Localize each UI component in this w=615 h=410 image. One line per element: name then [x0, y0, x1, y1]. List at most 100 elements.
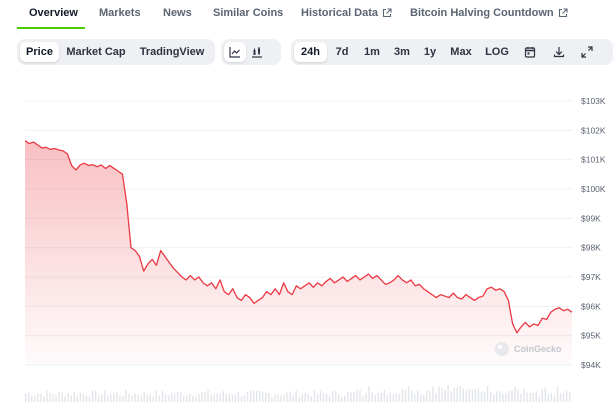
fullscreen-button[interactable] [573, 42, 601, 62]
volume-bar [417, 390, 419, 402]
range-24h-button[interactable]: 24h [294, 42, 327, 62]
volume-bar [31, 396, 33, 402]
volume-bar [143, 391, 145, 402]
volume-bar [234, 395, 237, 402]
volume-bar [88, 396, 91, 402]
candlestick-button[interactable] [246, 42, 268, 62]
volume-bar [28, 393, 30, 402]
volume-bar [492, 394, 495, 402]
volume-bar [556, 386, 559, 402]
volume-bar [514, 387, 516, 402]
volume-bar [420, 395, 422, 402]
volume-bar [97, 396, 100, 402]
volume-bar [173, 394, 176, 402]
tab-markets[interactable]: Markets [99, 7, 141, 19]
volume-bar [407, 386, 410, 402]
volume-bar [164, 393, 167, 402]
y-tick-label: $96K [581, 301, 601, 311]
volume-bar [195, 396, 197, 402]
volume-bar [526, 392, 528, 402]
volume-bar [158, 395, 161, 402]
volume-bar [183, 396, 185, 402]
tab-similar-coins-label: Similar Coins [213, 7, 284, 19]
metric-market-cap-button[interactable]: Market Cap [59, 42, 133, 62]
volume-bar [438, 386, 440, 402]
volume-bar [222, 391, 224, 402]
tab-overview[interactable]: Overview [29, 7, 78, 19]
volume-bar [152, 396, 155, 402]
volume-bar [529, 392, 531, 402]
range-1y-button[interactable]: 1y [417, 42, 443, 62]
price-chart[interactable]: $94K $95K $96K $97K $98K $99K $100K $101K $102K $… [0, 80, 615, 410]
volume-bar [243, 395, 246, 402]
range-3m-label: 3m [394, 46, 410, 58]
volume-bar [110, 394, 112, 402]
volume-bar [304, 392, 306, 402]
volume-bar [423, 394, 425, 402]
volume-bar [404, 389, 407, 402]
metric-tradingview-button[interactable]: TradingView [133, 42, 211, 62]
volume-bar [198, 394, 200, 402]
tab-historical-data[interactable]: Historical Data [301, 7, 392, 19]
volume-bar [122, 395, 124, 402]
volume-bar [471, 389, 474, 402]
volume-bar [49, 392, 51, 402]
volume-bar [207, 390, 209, 402]
range-1m-button[interactable]: 1m [357, 42, 387, 62]
range-24h-label: 24h [301, 46, 320, 58]
volume-bar [410, 390, 413, 402]
volume-bar [365, 393, 367, 402]
metric-price-button[interactable]: Price [20, 42, 59, 62]
volume-bar [249, 390, 252, 402]
volume-bar [125, 390, 127, 402]
volume-bar [477, 388, 480, 402]
y-tick-label: $101K [581, 155, 606, 165]
volume-bar [134, 393, 136, 402]
range-max-button[interactable]: Max [443, 42, 479, 62]
volume-bar [100, 393, 103, 402]
volume-bar [353, 392, 355, 402]
download-button[interactable] [545, 42, 573, 62]
tab-news[interactable]: News [163, 7, 192, 19]
volume-bar [292, 395, 294, 402]
volume-bar [280, 395, 282, 402]
volume-bar [271, 396, 273, 402]
volume-bar [94, 390, 97, 402]
volume-bar [116, 392, 118, 402]
volume-bar [289, 391, 291, 402]
volume-bar [450, 391, 452, 402]
volume-bar [374, 394, 376, 402]
volume-bar [517, 389, 519, 402]
line-chart-button[interactable] [224, 42, 246, 62]
log-scale-button[interactable]: LOG [479, 42, 515, 62]
tab-bitcoin-halving-countdown[interactable]: Bitcoin Halving Countdown [410, 7, 568, 19]
y-tick-label: $100K [581, 184, 606, 194]
volume-bar [283, 394, 285, 402]
volume-bar [371, 393, 373, 402]
volume-bar [46, 390, 48, 402]
volume-bar [213, 393, 215, 402]
volume-bar [170, 392, 173, 402]
volume-bar [544, 387, 547, 402]
volume-bar [34, 395, 36, 402]
tab-similar-coins[interactable]: Similar Coins [213, 7, 283, 19]
range-1y-label: 1y [423, 46, 437, 58]
date-picker-button[interactable] [515, 42, 545, 62]
volume-bar [377, 393, 379, 402]
volume-bar [331, 391, 334, 402]
range-3m-button[interactable]: 3m [387, 42, 417, 62]
volume-bar [240, 396, 243, 402]
volume-bar [429, 391, 431, 402]
range-7d-button[interactable]: 7d [327, 42, 357, 62]
volume-bar [216, 393, 218, 402]
volume-bar [128, 393, 130, 402]
volume-bar [553, 396, 556, 402]
volume-bar [496, 391, 498, 402]
volume-bar [334, 390, 337, 402]
volume-bar [341, 396, 343, 402]
volume-bar [179, 392, 182, 402]
volume-bar [502, 393, 504, 402]
volume-bar [85, 395, 88, 402]
volume-bar [441, 388, 443, 402]
volume-bar [274, 394, 276, 402]
